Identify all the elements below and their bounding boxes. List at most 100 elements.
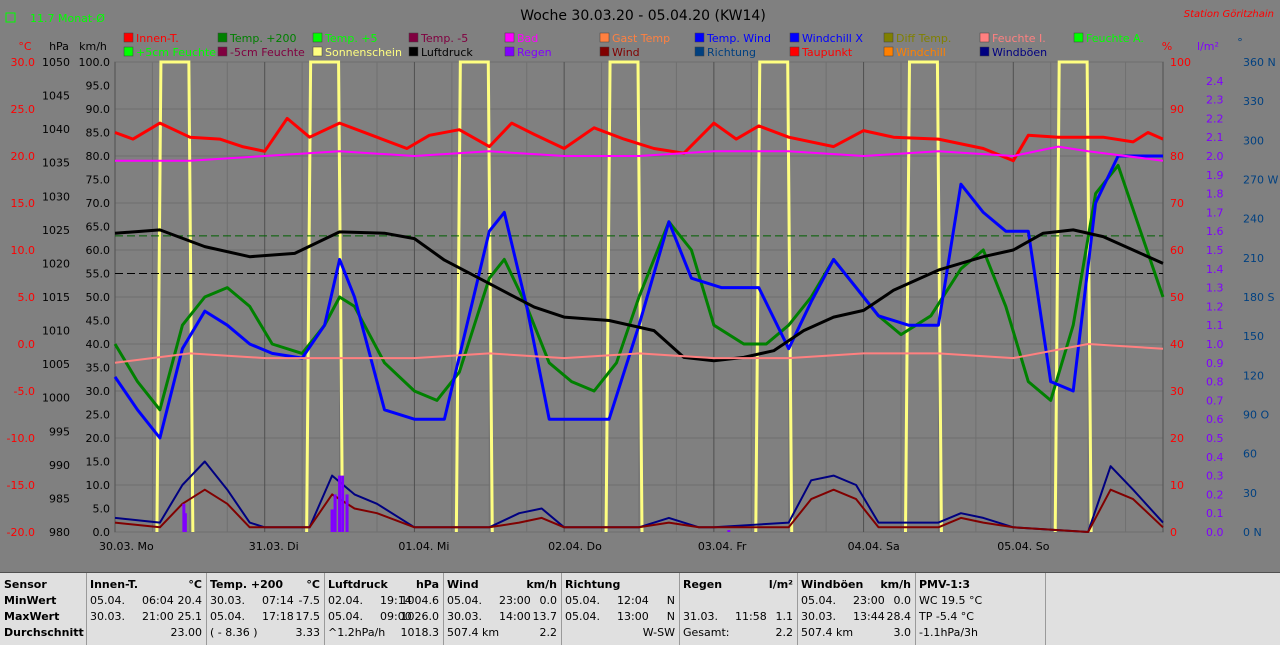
stats-date: ( - 8.36 ) xyxy=(210,626,258,639)
legend-label: -5cm Feuchte xyxy=(230,46,305,59)
stats-cell-row: 30.03. 07:14 -7.5 xyxy=(210,593,320,609)
rain-tick-label: 2.3 xyxy=(1206,94,1224,107)
stats-date: 05.04. xyxy=(210,610,245,623)
stats-date: 05.04. xyxy=(565,610,600,623)
percent-tick-label: 80 xyxy=(1170,150,1184,163)
legend-item: -5cm Feuchte xyxy=(217,46,305,59)
stats-time: 21:00 xyxy=(142,610,174,623)
stats-header: Innen-T. °C xyxy=(90,577,202,593)
stats-cell-row: 30.03. 14:00 13.7 xyxy=(447,609,557,625)
legend: Innen-T. Temp. +200 Temp. +5 Temp. -5 Bad Gas… xyxy=(123,32,1144,59)
speed-tick-label: 20.0 xyxy=(86,432,111,445)
pressure-tick-label: 1030 xyxy=(42,190,70,203)
direction-tick-label: 150 xyxy=(1243,330,1264,343)
temp-tick-label: -5.0 xyxy=(14,385,35,398)
stats-header: Windböen km/h xyxy=(801,577,911,593)
legend-label: Luftdruck xyxy=(421,46,473,59)
rain-tick-label: 2.0 xyxy=(1206,150,1224,163)
speed-tick-label: 50.0 xyxy=(86,291,111,304)
stats-time: 11:58 xyxy=(735,610,767,623)
legend-item: Bad xyxy=(504,32,538,45)
sunshine-band xyxy=(903,60,943,533)
speed-tick-label: 45.0 xyxy=(86,315,111,328)
rain-tick-label: 1.4 xyxy=(1206,263,1224,276)
stats-sensor-name: PMV-1:3 xyxy=(919,578,970,591)
legend-item: Temp. -5 xyxy=(408,32,468,45)
stats-cell-row: 05.04. 09:00 1026.0 xyxy=(328,609,439,625)
stats-cell-row: WC 19.5 °C xyxy=(919,593,1041,609)
legend-swatch xyxy=(312,46,323,57)
stats-sensor-name: Luftdruck xyxy=(328,578,388,591)
stats-unit: km/h xyxy=(880,578,911,591)
pressure-tick-label: 1020 xyxy=(42,257,70,270)
temp-tick-label: 5.0 xyxy=(18,291,36,304)
percent-tick-label: 60 xyxy=(1170,244,1184,257)
series-wind-line xyxy=(114,488,1164,533)
rain-tick-label: 0.3 xyxy=(1206,470,1224,483)
series-luftdruck-line xyxy=(114,228,1164,363)
rain-axis-header: l/m² xyxy=(1197,40,1219,53)
stats-column-regen: Regen l/m² 31.03. 11:58 1.1 Gesamt: 2.2 xyxy=(679,573,798,645)
direction-tick-label: 30 xyxy=(1243,487,1257,500)
legend-item: Taupunkt xyxy=(789,46,853,59)
percent-tick-label: 100 xyxy=(1170,56,1191,69)
pressure-axis-header: hPa xyxy=(49,40,69,53)
series-layer xyxy=(113,116,1165,533)
stats-date: 05.04. xyxy=(90,594,125,607)
legend-label: Taupunkt xyxy=(801,46,853,59)
stats-unit: hPa xyxy=(415,578,439,591)
stats-date: 05.04. xyxy=(801,594,836,607)
temp-tick-label: 0.0 xyxy=(18,338,36,351)
stats-column-temp-200: Temp. +200 °C 30.03. 07:14 -7.5 05.04. 17:18 17… xyxy=(206,573,325,645)
stats-sensor-name: Richtung xyxy=(565,578,621,591)
speed-tick-label: 80.0 xyxy=(86,150,111,163)
stats-value: N xyxy=(666,594,675,607)
stats-header: Luftdruck hPa xyxy=(328,577,439,593)
legend-item: Windchill xyxy=(883,46,946,59)
temp-axis-header: °C xyxy=(18,40,32,53)
stats-cell-row: ( - 8.36 ) 3.33 xyxy=(210,625,320,641)
temp-tick-label: 15.0 xyxy=(11,197,36,210)
stats-value: 1.1 xyxy=(775,610,794,623)
stats-date: 30.03. xyxy=(447,610,482,623)
sunshine-band xyxy=(1053,60,1093,533)
stats-date: WC 19.5 °C xyxy=(919,594,983,607)
legend-label: Richtung xyxy=(707,46,756,59)
legend-item: Windböen xyxy=(979,46,1047,59)
direction-tick-label: 300 xyxy=(1243,134,1264,147)
stats-column-luftdruck: Luftdruck hPa 02.04. 19:14 1004.6 05.04. 09:00… xyxy=(324,573,444,645)
stats-cell-row: 30.03. 13:44 28.4 xyxy=(801,609,911,625)
percent-tick-label: 20 xyxy=(1170,432,1184,445)
legend-item: Sonnenschein xyxy=(312,46,402,59)
stats-date: 507.4 km xyxy=(447,626,500,639)
direction-tick-label: 90 O xyxy=(1243,409,1269,422)
stats-cell-row: 05.04. 13:00 N xyxy=(565,609,675,625)
x-tick-label: 02.04. Do xyxy=(548,540,602,553)
stats-value: 13.7 xyxy=(532,610,558,623)
stats-time: 09:00 xyxy=(380,610,412,623)
stats-sensor-name: Regen xyxy=(683,578,723,591)
legend-label: Wind xyxy=(612,46,640,59)
stats-date: 30.03. xyxy=(210,594,245,607)
monthly-avg-label: 11.7 Monat-Ø xyxy=(30,12,105,25)
legend-swatch xyxy=(408,32,419,43)
legend-label: Feuchte A. xyxy=(1086,32,1144,45)
rain-tick-label: 1.1 xyxy=(1206,319,1224,332)
rain-tick-label: 0.1 xyxy=(1206,507,1224,520)
pressure-tick-label: 1025 xyxy=(42,224,70,237)
stats-date: 30.03. xyxy=(801,610,836,623)
direction-tick-label: 240 xyxy=(1243,213,1264,226)
legend-swatch xyxy=(883,32,894,43)
stats-unit: l/m² xyxy=(768,578,793,591)
stats-rowlabels: Sensor MinWert MaxWert Durchschnitt xyxy=(0,573,87,645)
temp-tick-label: -10.0 xyxy=(7,432,35,445)
legend-swatch xyxy=(123,32,134,43)
legend-swatch xyxy=(217,46,228,57)
legend-label: Sonnenschein xyxy=(325,46,402,59)
temp-tick-label: 25.0 xyxy=(11,103,36,116)
rain-tick-label: 0.8 xyxy=(1206,376,1224,389)
rain-tick-label: 0.0 xyxy=(1206,526,1224,539)
percent-tick-label: 40 xyxy=(1170,338,1184,351)
stats-sensor-name: Innen-T. xyxy=(90,578,139,591)
legend-swatch xyxy=(979,32,990,43)
